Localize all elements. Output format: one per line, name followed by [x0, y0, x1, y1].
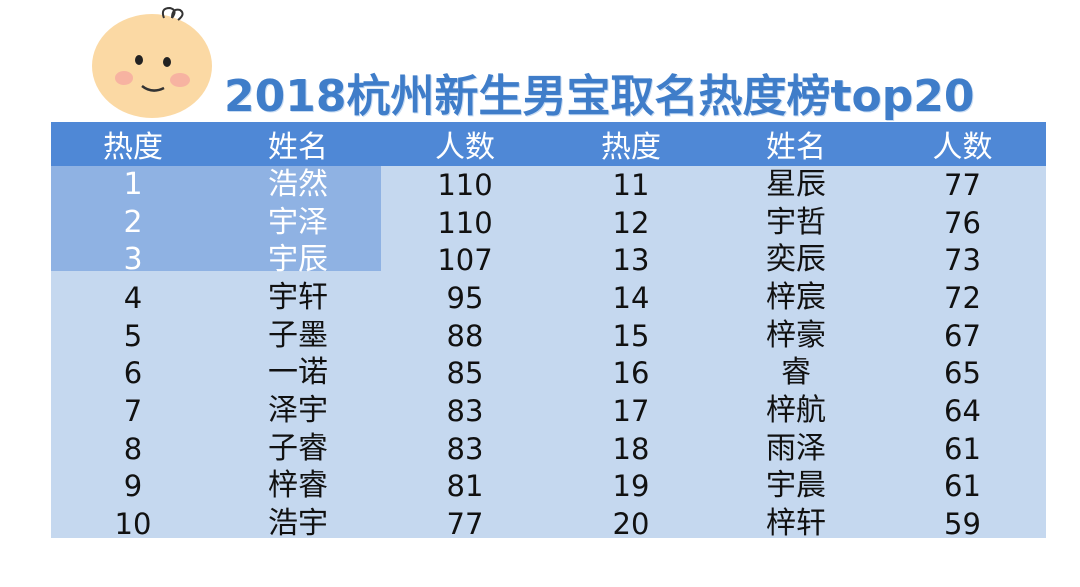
rank-cell: 10: [114, 507, 152, 542]
table-row: 1 浩然 110 11 星辰 77: [51, 166, 1046, 204]
rank-cell: 19: [612, 469, 650, 504]
name-cell: 梓轩: [766, 506, 826, 542]
rank-cell: 20: [612, 507, 650, 542]
count-cell: 95: [446, 280, 484, 315]
page-title: 2018杭州新生男宝取名热度榜top20: [224, 71, 975, 122]
count-cell: 67: [944, 318, 981, 353]
table-header-row: 热度 姓名 人数 热度 姓名 人数: [51, 122, 1046, 166]
count-cell: 107: [437, 243, 493, 278]
name-cell: 梓睿: [268, 468, 328, 504]
table-row: 5 子墨 88 15 梓豪 67: [51, 317, 1046, 355]
header-count: 人数: [381, 122, 549, 166]
rank-cell: 5: [123, 318, 143, 353]
count-cell: 85: [446, 356, 484, 391]
table-row: 4 宇轩 95 14 梓宸 72: [51, 279, 1046, 317]
top3-highlight: [51, 158, 381, 271]
count-cell: 81: [446, 469, 484, 504]
name-cell: 子睿: [268, 430, 328, 466]
name-cell: 星辰: [766, 166, 826, 202]
rank-cell: 14: [612, 280, 650, 315]
header-rank: 热度: [51, 122, 215, 166]
header-name: 姓名: [215, 122, 381, 166]
rank-cell: 7: [123, 393, 143, 428]
count-cell: 110: [437, 205, 493, 240]
name-cell: 浩宇: [268, 506, 328, 542]
count-cell: 61: [944, 469, 981, 504]
count-cell: 77: [446, 507, 484, 542]
count-cell: 72: [944, 280, 981, 315]
rank-cell: 11: [612, 167, 650, 202]
count-cell: 83: [446, 393, 484, 428]
name-cell: 宇泽: [268, 204, 328, 240]
rank-cell: 2: [123, 204, 143, 240]
table-row: 2 宇泽 110 12 宇哲 76: [51, 204, 1046, 242]
rank-cell: 1: [123, 166, 143, 202]
count-cell: 110: [437, 167, 493, 202]
ranking-table: 热度 姓名 人数 热度 姓名 人数 1 浩然 110 11 星辰 77 2 宇泽…: [51, 122, 1046, 541]
table-row: 3 宇辰 107 13 奕辰 73: [51, 241, 1046, 279]
count-cell: 59: [944, 507, 981, 542]
rank-cell: 9: [123, 469, 143, 504]
name-cell: 梓航: [766, 392, 826, 428]
count-cell: 83: [446, 431, 484, 466]
name-cell: 浩然: [268, 166, 328, 202]
name-cell: 宇哲: [766, 204, 826, 240]
name-cell: 睿: [781, 355, 811, 391]
count-cell: 77: [944, 167, 981, 202]
name-cell: 一诺: [268, 355, 328, 391]
rank-cell: 18: [612, 431, 650, 466]
baby-face-icon: [84, 4, 224, 124]
table-row: 9 梓睿 81 19 宇晨 61: [51, 468, 1046, 506]
rank-cell: 3: [123, 242, 143, 278]
rank-cell: 16: [612, 356, 650, 391]
name-cell: 宇辰: [268, 242, 328, 278]
header-name: 姓名: [713, 122, 879, 166]
rank-cell: 8: [123, 431, 143, 466]
name-cell: 梓豪: [766, 317, 826, 353]
header-rank: 热度: [549, 122, 713, 166]
table-row: 7 泽宇 83 17 梓航 64: [51, 392, 1046, 430]
rank-cell: 13: [612, 243, 650, 278]
rank-cell: 6: [123, 356, 143, 391]
count-cell: 64: [944, 393, 981, 428]
count-cell: 76: [944, 205, 981, 240]
name-cell: 宇轩: [268, 279, 328, 315]
name-cell: 泽宇: [268, 392, 328, 428]
table-row: 10 浩宇 77 20 梓轩 59: [51, 505, 1046, 543]
name-cell: 子墨: [268, 317, 328, 353]
name-cell: 梓宸: [766, 279, 826, 315]
name-cell: 奕辰: [766, 242, 826, 278]
rank-cell: 15: [612, 318, 650, 353]
count-cell: 61: [944, 431, 981, 466]
count-cell: 73: [944, 243, 981, 278]
name-cell: 宇晨: [766, 468, 826, 504]
count-cell: 88: [446, 318, 484, 353]
table-row: 8 子睿 83 18 雨泽 61: [51, 430, 1046, 468]
rank-cell: 17: [612, 393, 650, 428]
table-row: 6 一诺 85 16 睿 65: [51, 354, 1046, 392]
name-cell: 雨泽: [766, 430, 826, 466]
count-cell: 65: [944, 356, 981, 391]
rank-cell: 12: [612, 205, 650, 240]
rank-cell: 4: [123, 280, 143, 315]
header-count: 人数: [879, 122, 1046, 166]
